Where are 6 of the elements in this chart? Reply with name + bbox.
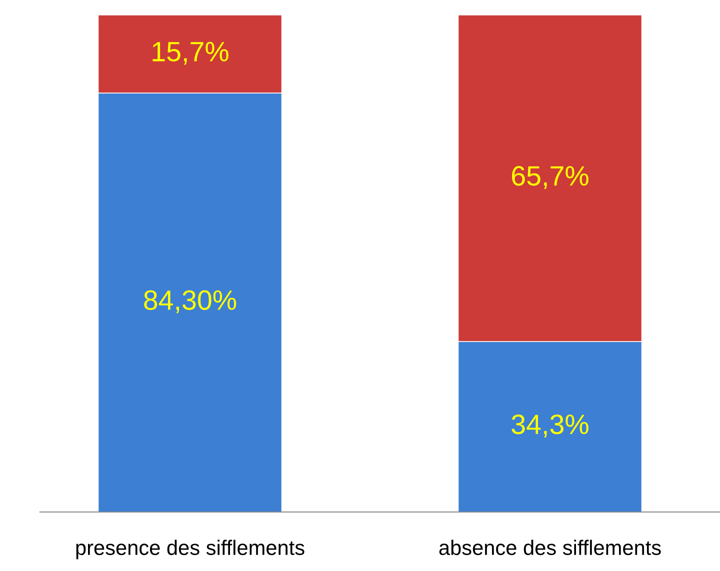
data-label: 65,7% bbox=[512, 166, 588, 189]
data-label: 15,7% bbox=[152, 42, 228, 65]
x-tick-label: presence des sifflements bbox=[76, 540, 304, 560]
x-tick-label: absence des sifflements bbox=[439, 540, 661, 556]
data-label: 34,3% bbox=[512, 414, 588, 438]
data-label: 84,30% bbox=[144, 290, 236, 314]
